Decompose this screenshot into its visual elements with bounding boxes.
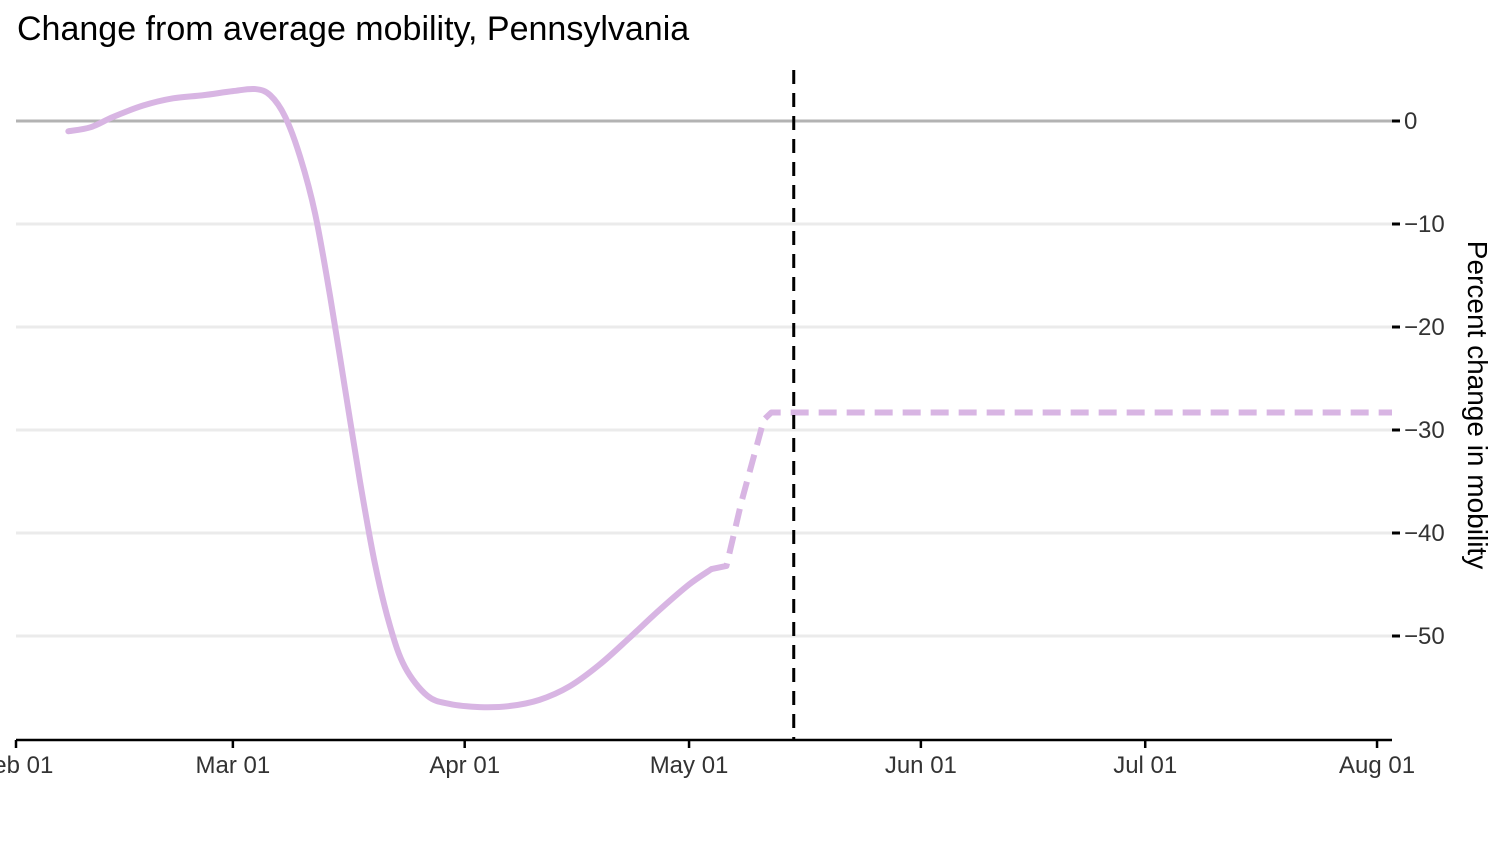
projected-mobility-line bbox=[710, 409, 1392, 572]
y-tick-label: −50 bbox=[1404, 623, 1445, 650]
y-tick-label: −40 bbox=[1404, 520, 1445, 547]
series-layer bbox=[65, 85, 1392, 711]
y-tick-label: −10 bbox=[1404, 211, 1445, 238]
y-tick-label: 0 bbox=[1404, 108, 1417, 135]
y-axis-title: Percent change in mobility bbox=[1462, 241, 1493, 569]
x-tick-label: Mar 01 bbox=[196, 752, 271, 779]
chart-title: Change from average mobility, Pennsylvan… bbox=[17, 10, 690, 48]
x-tick-label: Jun 01 bbox=[885, 752, 957, 779]
x-tick-label: Apr 01 bbox=[429, 752, 500, 779]
x-tick-label: Aug 01 bbox=[1339, 752, 1415, 779]
x-tick-label: Jul 01 bbox=[1113, 752, 1177, 779]
axis-layer: 0 −10 −20 −30 −40 −50 Feb 01 Mar 01 Apr 01 May 01… bbox=[0, 108, 1445, 779]
y-tick-label: −30 bbox=[1404, 417, 1445, 444]
x-tick-label: May 01 bbox=[650, 752, 729, 779]
observed-mobility-line bbox=[65, 85, 715, 711]
x-tick-label: Feb 01 bbox=[0, 752, 53, 779]
y-tick-label: −20 bbox=[1404, 314, 1445, 341]
grid-layer bbox=[16, 119, 1392, 638]
